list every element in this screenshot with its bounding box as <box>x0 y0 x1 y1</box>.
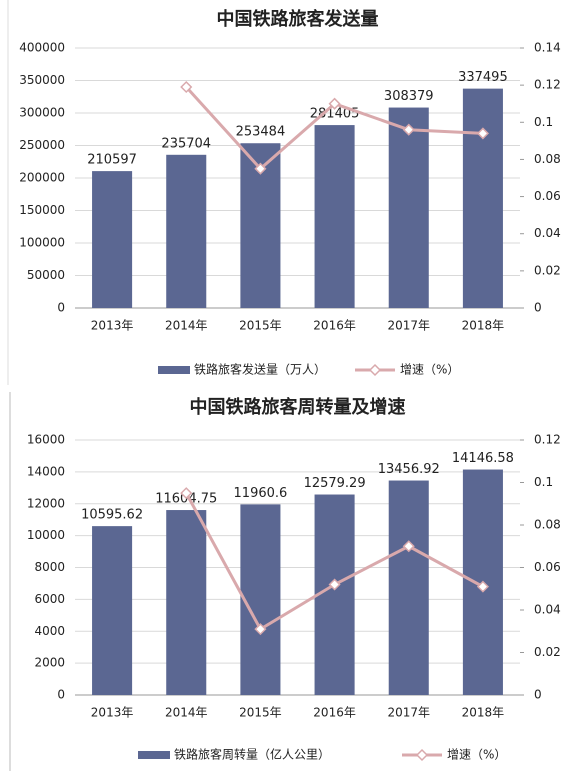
chart-title: 中国铁路旅客周转量及增速 <box>190 396 406 418</box>
data-label: 12579.29 <box>304 476 366 491</box>
x-tick-label: 2014年 <box>165 706 208 720</box>
legend-swatch <box>138 751 170 759</box>
y-tick-label: 250000 <box>19 138 65 152</box>
y2-tick-label: 0.06 <box>534 189 561 203</box>
growth-marker <box>180 80 193 94</box>
chart-title: 中国铁路旅客发送量 <box>217 8 379 30</box>
data-label: 10595.62 <box>81 508 143 523</box>
growth-marker <box>476 127 489 140</box>
y-tick-label: 4000 <box>34 624 65 638</box>
growth-marker <box>402 540 415 553</box>
y-tick-label: 8000 <box>34 560 65 574</box>
x-tick-label: 2015年 <box>239 706 282 720</box>
y-tick-label: 400000 <box>19 41 65 55</box>
y2-tick-label: 0.02 <box>534 645 561 659</box>
y2-tick-label: 0.04 <box>534 603 561 617</box>
y-tick-label: 2000 <box>34 656 65 670</box>
data-label: 210597 <box>87 153 137 168</box>
bar <box>92 171 133 308</box>
bar <box>388 107 429 308</box>
legend-label: 增速（%） <box>447 748 506 762</box>
x-tick-label: 2013年 <box>91 319 134 333</box>
y-tick-label: 50000 <box>27 268 65 282</box>
legend-marker <box>368 363 382 377</box>
y2-tick-label: 0 <box>534 301 542 315</box>
growth-marker <box>254 623 267 636</box>
x-tick-label: 2017年 <box>387 319 430 333</box>
data-label: 13456.92 <box>378 462 440 477</box>
bar <box>462 88 503 308</box>
legend-label: 铁路旅客周转量（亿人公里） <box>174 747 330 762</box>
data-label: 235704 <box>161 136 211 151</box>
bar <box>166 510 207 695</box>
x-tick-label: 2018年 <box>462 319 505 333</box>
y-tick-label: 0 <box>57 688 65 702</box>
y-tick-label: 16000 <box>27 433 65 447</box>
y-tick-label: 14000 <box>27 464 65 478</box>
bar <box>388 480 429 695</box>
bar <box>166 154 207 308</box>
legend-label: 铁路旅客发送量（万人） <box>194 362 326 377</box>
y2-tick-label: 0.02 <box>534 263 561 277</box>
bar <box>92 526 133 695</box>
y2-tick-label: 0.08 <box>534 152 561 166</box>
legend-swatch <box>158 366 190 374</box>
y-tick-label: 12000 <box>27 496 65 510</box>
data-label: 281405 <box>310 107 360 122</box>
data-label: 11960.6 <box>234 486 288 501</box>
growth-marker <box>476 580 489 593</box>
data-label: 308379 <box>384 89 434 104</box>
bar <box>314 494 355 695</box>
growth-marker <box>180 487 193 500</box>
data-label: 337495 <box>458 70 508 85</box>
y2-tick-label: 0 <box>534 688 542 702</box>
y-tick-label: 300000 <box>19 106 65 120</box>
y-tick-label: 100000 <box>19 236 65 250</box>
bar <box>240 504 281 695</box>
data-label: 253484 <box>236 125 286 140</box>
legend-label: 增速（%） <box>400 363 459 377</box>
y-tick-label: 6000 <box>34 592 65 606</box>
x-tick-label: 2013年 <box>91 706 134 720</box>
x-tick-label: 2017年 <box>387 706 430 720</box>
x-tick-label: 2016年 <box>313 319 356 333</box>
growth-marker <box>328 578 341 591</box>
data-label: 14146.58 <box>452 451 514 466</box>
y-tick-label: 200000 <box>19 171 65 185</box>
y2-tick-label: 0.08 <box>534 518 561 532</box>
y-tick-label: 150000 <box>19 203 65 217</box>
y-tick-label: 0 <box>57 301 65 315</box>
x-tick-label: 2014年 <box>165 319 208 333</box>
y2-tick-label: 0.1 <box>534 115 553 129</box>
x-tick-label: 2016年 <box>313 706 356 720</box>
y2-tick-label: 0.1 <box>534 475 553 489</box>
bar <box>314 125 355 308</box>
y-tick-label: 10000 <box>27 528 65 542</box>
legend-marker <box>415 748 429 762</box>
growth-marker <box>402 123 415 136</box>
y2-tick-label: 0.12 <box>534 433 561 447</box>
y2-tick-label: 0.14 <box>534 41 561 55</box>
growth-marker <box>328 97 341 110</box>
y2-tick-label: 0.04 <box>534 226 561 240</box>
x-tick-label: 2018年 <box>462 706 505 720</box>
growth-marker <box>254 162 267 175</box>
y2-tick-label: 0.12 <box>534 78 561 92</box>
y-tick-label: 350000 <box>19 73 65 87</box>
x-tick-label: 2015年 <box>239 319 282 333</box>
y2-tick-label: 0.06 <box>534 560 561 574</box>
